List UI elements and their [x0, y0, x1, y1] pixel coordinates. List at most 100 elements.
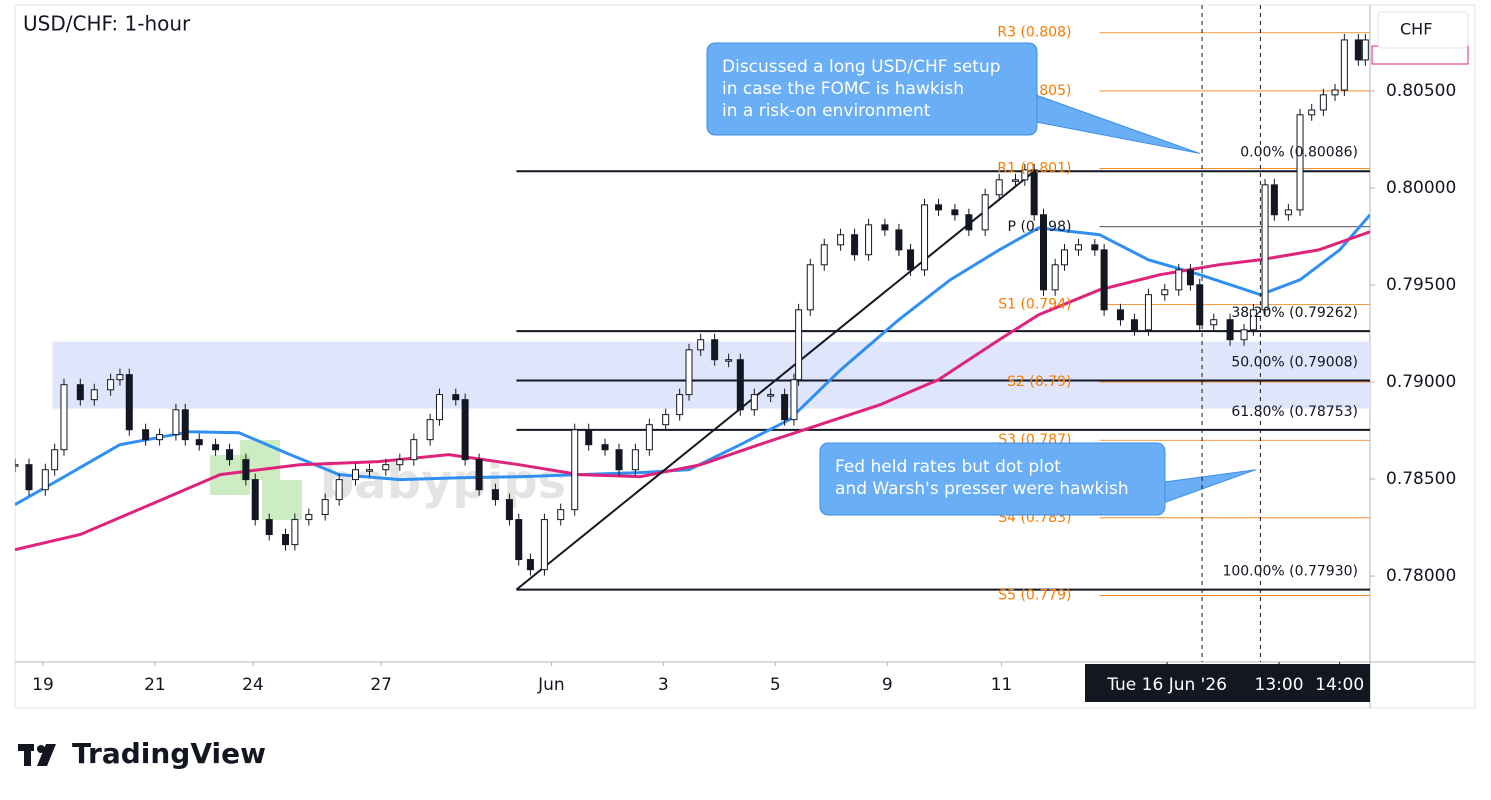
candle: [1210, 319, 1218, 326]
candle: [725, 359, 733, 362]
callout: [706, 42, 1038, 136]
x-tick-label: 11: [991, 675, 1013, 695]
candle: [921, 204, 929, 271]
candle: [736, 359, 744, 411]
candle: [615, 449, 623, 471]
fib-label: 100.00% (0.77930): [1222, 564, 1358, 580]
candle: [1354, 39, 1362, 61]
candle: [242, 459, 250, 481]
candle: [1091, 244, 1099, 251]
candle: [475, 459, 483, 491]
y-tick-label: 0.79500: [1386, 275, 1456, 295]
callout: [819, 442, 1166, 516]
y-tick-label: 0.80000: [1386, 178, 1456, 198]
price-tag: [1371, 45, 1469, 65]
candle: [685, 349, 693, 396]
candle: [865, 224, 873, 256]
candle: [265, 519, 273, 536]
candle: [540, 519, 548, 571]
candle: [435, 394, 443, 421]
candle: [1116, 309, 1124, 321]
candle: [335, 479, 343, 501]
candle: [116, 374, 124, 381]
candle: [51, 449, 59, 471]
candle: [750, 394, 758, 411]
watermark-cube: [262, 480, 302, 520]
candle: [1175, 269, 1183, 291]
candle: [426, 419, 434, 441]
currency: CHF: [1400, 20, 1432, 39]
candle: [851, 234, 859, 256]
y-tick-label: 0.78000: [1386, 566, 1456, 586]
x-tick-label: 9: [882, 675, 893, 695]
candle: [382, 464, 390, 471]
candle: [1021, 169, 1029, 181]
candle: [1186, 269, 1194, 286]
candle: [1012, 179, 1020, 182]
callout-text: Discussed a long USD/CHF setup: [722, 57, 1001, 77]
candle: [251, 479, 259, 521]
trendline: [515, 170, 1035, 591]
candle: [1361, 39, 1369, 61]
x-tick-label: 21: [144, 675, 166, 695]
candle: [282, 534, 290, 546]
candle: [676, 394, 684, 416]
candle: [396, 459, 404, 466]
pivot-label: S5 (0.779): [998, 587, 1071, 603]
x-tick-label: 13:00: [1255, 675, 1304, 695]
brand: TradingView: [72, 737, 266, 770]
x-tick-label: 14:00: [1315, 675, 1364, 695]
candle: [557, 509, 565, 521]
candle: [1340, 39, 1348, 91]
candle: [1261, 184, 1269, 311]
fib-label: 0.00% (0.80086): [1240, 144, 1358, 160]
x-tick-label: Jun: [537, 675, 565, 695]
title: USD/CHF: 1-hour: [23, 12, 191, 36]
candle: [662, 414, 670, 426]
candle: [226, 449, 234, 461]
candle: [995, 179, 1003, 196]
candle: [156, 434, 164, 441]
candle: [291, 519, 299, 546]
callout-text: and Warsh's presser were hawkish: [835, 479, 1129, 499]
candle: [1308, 109, 1316, 116]
candle: [90, 389, 98, 401]
candle: [365, 469, 373, 472]
candle: [1240, 329, 1248, 341]
y-tick-label: 0.79000: [1386, 372, 1456, 392]
plot: babypips: [15, 32, 1370, 596]
x-tick-label: 3: [658, 675, 669, 695]
candle: [107, 379, 115, 391]
x-tick-label: Tue 16 Jun '26: [1106, 675, 1227, 695]
pivot-label: S1 (0.794): [998, 296, 1071, 312]
candle: [491, 489, 499, 501]
candle: [571, 429, 579, 511]
candle: [585, 429, 593, 446]
candle: [461, 399, 469, 461]
candle: [837, 234, 845, 246]
candle: [1060, 249, 1068, 266]
candle: [351, 469, 359, 481]
candle: [410, 439, 418, 461]
candle: [820, 244, 828, 266]
candle: [1130, 319, 1138, 331]
logo: [18, 744, 56, 766]
candle: [305, 514, 313, 521]
y-tick-label: 0.78500: [1386, 469, 1456, 489]
pivot-label: P (0.798): [1008, 219, 1072, 235]
x-tick-label: 5: [770, 675, 781, 695]
candle: [935, 204, 943, 211]
candle: [526, 559, 534, 571]
x-tick-label: 19: [32, 675, 54, 695]
candle: [25, 464, 33, 491]
x-tick-label: 27: [370, 675, 392, 695]
candle: [125, 374, 133, 431]
candle: [631, 449, 639, 471]
candle: [767, 394, 775, 397]
candle: [951, 209, 959, 216]
candle: [1039, 214, 1047, 291]
candle: [601, 444, 609, 451]
candle: [1226, 319, 1234, 341]
candle: [1296, 114, 1304, 211]
candle: [711, 339, 719, 361]
